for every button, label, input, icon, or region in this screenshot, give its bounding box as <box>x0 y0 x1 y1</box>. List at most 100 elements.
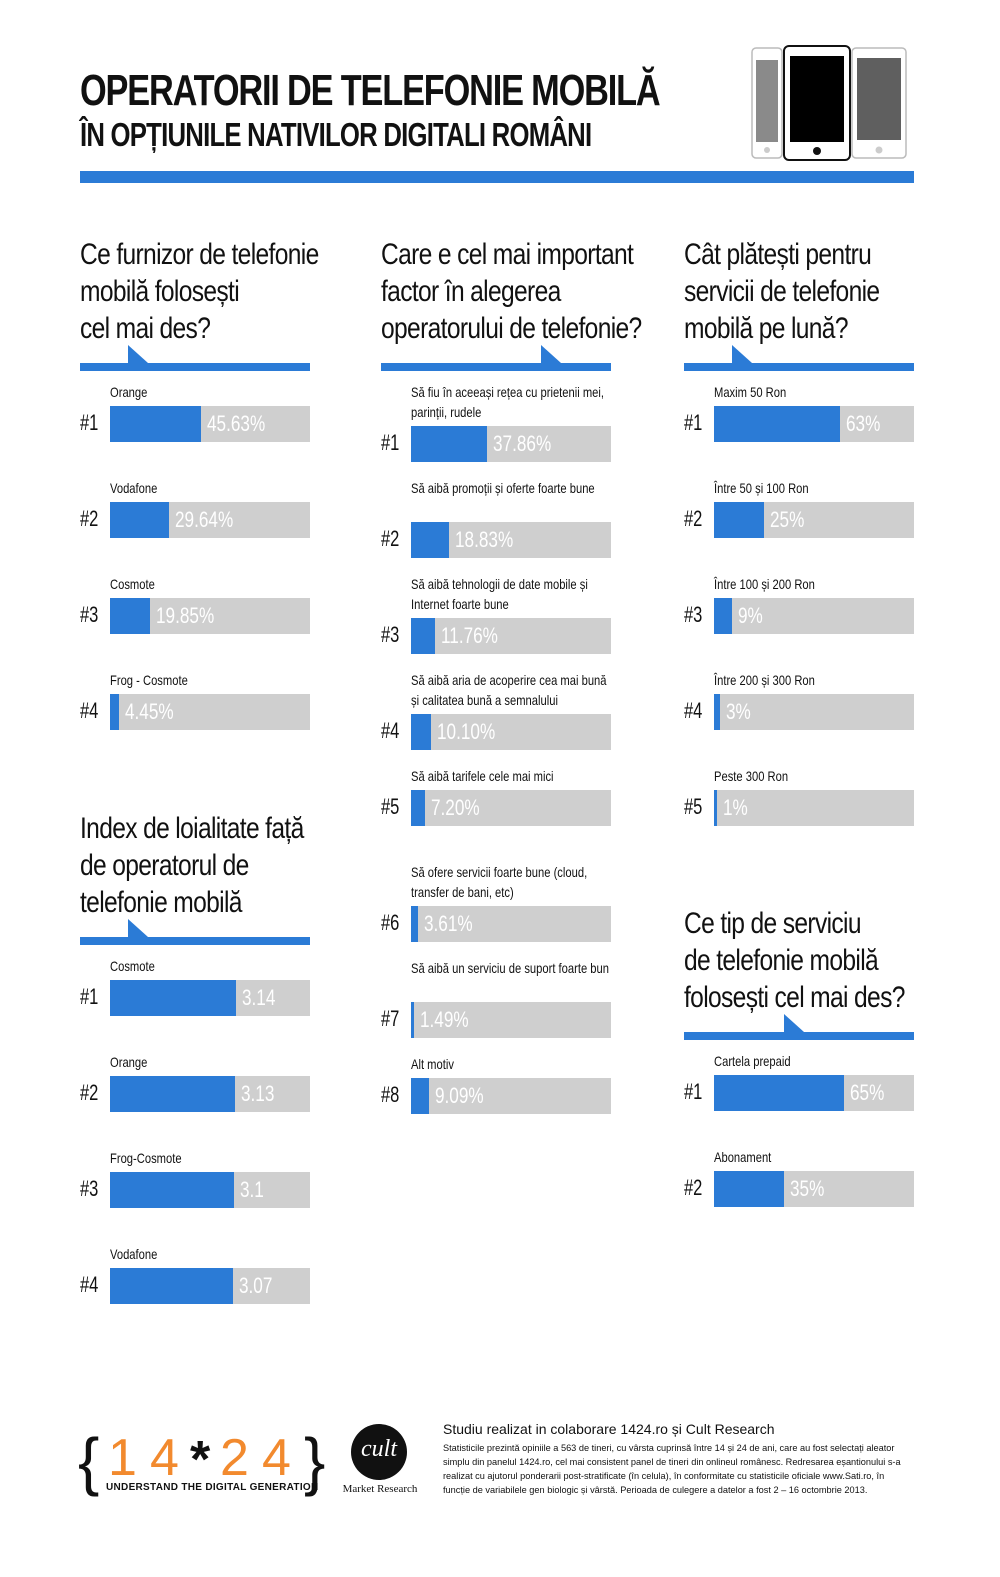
bar-fill <box>714 1171 784 1207</box>
bar-track: 1% <box>714 790 914 826</box>
cult-logo: cult Market Research <box>340 1424 420 1500</box>
bar-value-label: 37.86% <box>493 431 552 456</box>
bar-category-label: Cosmote <box>110 958 155 974</box>
bar-rank: #2 <box>684 1175 703 1200</box>
bar-rank: #3 <box>80 1176 99 1201</box>
bar-rank: #1 <box>381 430 400 455</box>
bar-rank: #2 <box>684 506 703 531</box>
bar-row: Să aibă un serviciu de suport foarte bun… <box>381 960 613 1058</box>
bar-rank: #3 <box>381 622 400 647</box>
logo-left-brace: { <box>78 1425 100 1497</box>
bar-rank: #1 <box>684 410 703 435</box>
bar-track: 3.1 <box>110 1172 310 1208</box>
chart-title-line: folosești cel mai des? <box>684 981 905 1014</box>
bar-fill <box>411 1078 429 1114</box>
chart-section-q4: Cât plătești pentru servicii de telefonie… <box>684 236 916 866</box>
bar-fill <box>110 406 201 442</box>
bar-rank: #1 <box>80 984 99 1009</box>
bar-track: 9.09% <box>411 1078 611 1114</box>
bar-track: 25% <box>714 502 914 538</box>
bar-track: 4.45% <box>110 694 310 730</box>
bar-track: 19.85% <box>110 598 310 634</box>
bar-value-label: 18.83% <box>455 527 514 552</box>
bar-category-label: Să aibă promoții și oferte foarte bune <box>411 480 595 496</box>
chart-title-underline <box>80 937 310 945</box>
bar-row: Să aibă tarifele cele mai mici #5 7.20% <box>381 768 613 866</box>
bar-row: Orange #2 3.13 <box>80 1054 312 1152</box>
chart-title-line: Cât plătești pentru <box>684 238 872 271</box>
bar-category-label: Maxim 50 Ron <box>714 384 787 400</box>
bar-row: Să aibă promoții și oferte foarte bune #2… <box>381 480 613 578</box>
bar-category-label: Orange <box>110 1054 148 1070</box>
logo-digit: 2 <box>220 1429 249 1487</box>
bar-value-label: 9.09% <box>435 1083 484 1108</box>
bar-category-label: Să ofere servicii foarte bune (cloud, tr… <box>411 864 588 900</box>
bar-fill <box>714 598 732 634</box>
speech-tail <box>784 1014 804 1032</box>
cult-logo-word: cult <box>361 1436 397 1462</box>
bar-value-label: 3% <box>726 699 751 724</box>
logo-1424: { 1 4 * 2 4 } UNDERSTAND THE DIGITAL GEN… <box>78 1425 328 1500</box>
chart-title-line: operatorului de telefonie? <box>381 312 642 345</box>
chart-title-underline <box>381 363 611 371</box>
bar-category-label: Între 50 și 100 Ron <box>714 480 809 496</box>
chart-section-q2: Index de loialitate față de operatorul de… <box>80 810 312 1344</box>
bar-row: Între 200 și 300 Ron #4 3% <box>684 672 916 770</box>
bar-category-label: Să aibă aria de acoperire cea mai bună ș… <box>411 672 607 708</box>
bar-row: Vodafone #4 3.07 <box>80 1246 312 1344</box>
chart-title-underline <box>684 363 914 371</box>
bar-rank: #5 <box>381 794 400 819</box>
chart-title: Ce furnizor de telefonie mobilă folosești… <box>80 236 319 347</box>
bar-fill <box>110 502 169 538</box>
phone-black-icon <box>783 45 851 161</box>
bar-track: 11.76% <box>411 618 611 654</box>
chart-title-line: servicii de telefonie <box>684 275 880 308</box>
bar-row: Peste 300 Ron #5 1% <box>684 768 916 866</box>
bar-value-label: 9% <box>738 603 763 628</box>
bar-track: 45.63% <box>110 406 310 442</box>
chart-title: Cât plătești pentru servicii de telefonie… <box>684 236 880 347</box>
bar-row: Cosmote #3 19.85% <box>80 576 312 674</box>
bar-rank: #3 <box>80 602 99 627</box>
bar-category-label: Între 100 și 200 Ron <box>714 576 815 592</box>
bar-fill <box>411 522 449 558</box>
chart-title-line: factor în alegerea <box>381 275 561 308</box>
chart-title-line: telefonie mobilă <box>80 886 242 919</box>
bar-fill <box>714 694 720 730</box>
logo-digit: 1 <box>108 1429 137 1487</box>
chart-title-underline <box>80 363 310 371</box>
chart-title-underline <box>684 1032 914 1040</box>
bar-value-label: 65% <box>850 1080 885 1105</box>
bar-category-label: Vodafone <box>110 1246 158 1262</box>
bar-track: 7.20% <box>411 790 611 826</box>
bar-fill <box>714 790 717 826</box>
bar-rank: #2 <box>381 526 400 551</box>
bar-track: 3.61% <box>411 906 611 942</box>
bar-track: 37.86% <box>411 426 611 462</box>
bar-row: Între 100 și 200 Ron #3 9% <box>684 576 916 674</box>
bar-value-label: 1.49% <box>420 1007 469 1032</box>
bar-rank: #6 <box>381 910 400 935</box>
bar-value-label: 11.76% <box>441 623 498 648</box>
bar-value-label: 3.07 <box>239 1273 273 1298</box>
bar-value-label: 10.10% <box>437 719 496 744</box>
chart-title: Care e cel mai important factor în aleger… <box>381 236 642 347</box>
bar-row: Să aibă tehnologii de date mobile și Int… <box>381 576 613 674</box>
bar-category-label: Cosmote <box>110 576 155 592</box>
bar-fill <box>110 1076 235 1112</box>
header-accent-bar <box>80 171 914 183</box>
main-title: OPERATORII DE TELEFONIE MOBILĂ <box>80 66 661 115</box>
bar-category-label: Frog-Cosmote <box>110 1150 182 1166</box>
bar-fill <box>411 790 425 826</box>
phone-gray-icon <box>851 47 907 159</box>
bar-category-label: Frog - Cosmote <box>110 672 188 688</box>
bar-value-label: 25% <box>770 507 805 532</box>
logo-digit: 4 <box>262 1429 291 1487</box>
bar-track: 35% <box>714 1171 914 1207</box>
speech-tail <box>128 345 148 363</box>
bar-fill <box>110 598 150 634</box>
main-subtitle: ÎN OPȚIUNILE NATIVILOR DIGITALI ROMÂNI <box>80 116 592 153</box>
bar-rank: #2 <box>80 506 99 531</box>
chart-title: Ce tip de serviciu de telefonie mobilă fol… <box>684 905 905 1016</box>
bar-value-label: 35% <box>790 1176 825 1201</box>
